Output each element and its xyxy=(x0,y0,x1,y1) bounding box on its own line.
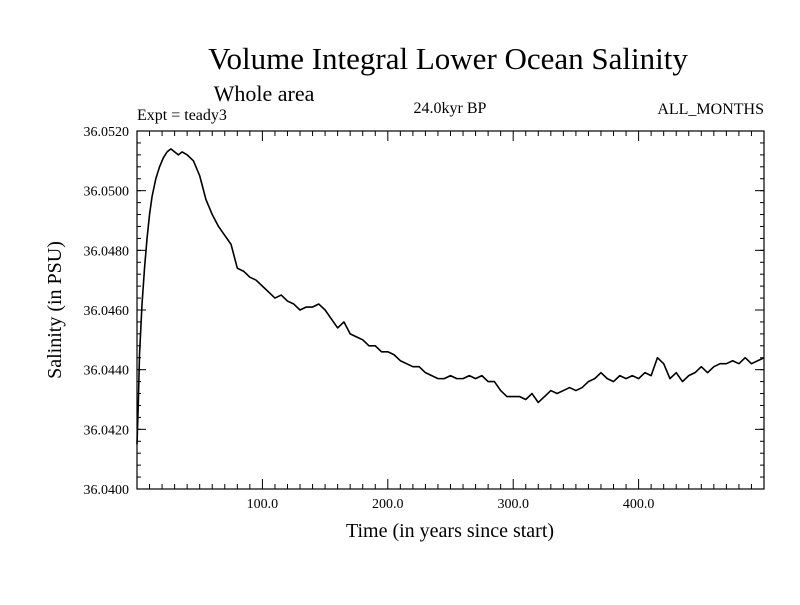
axis-ticks xyxy=(137,130,764,490)
y-tick-label: 36.0500 xyxy=(84,185,130,200)
season-label: ALL_MONTHS xyxy=(657,101,764,118)
y-axis-label: Salinity (in PSU) xyxy=(44,241,66,379)
y-tick-label: 36.0460 xyxy=(84,304,130,319)
x-tick-label: 300.0 xyxy=(497,497,529,512)
plot-area-frame xyxy=(136,130,765,490)
y-tick-label: 36.0400 xyxy=(84,483,130,498)
y-tick-labels: 36.0400 36.0420 36.0440 36.0460 36.0480 36.05… xyxy=(84,125,130,498)
x-tick-label: 100.0 xyxy=(247,497,279,512)
salinity-series-line xyxy=(136,148,765,445)
experiment-label: Expt = teady3 xyxy=(137,107,227,124)
chart-title: Volume Integral Lower Ocean Salinity xyxy=(208,41,688,76)
x-tick-label: 200.0 xyxy=(372,497,404,512)
y-tick-label: 36.0480 xyxy=(84,244,130,259)
y-tick-label: 36.0520 xyxy=(84,125,130,140)
x-tick-labels: 100.0 200.0 300.0 400.0 xyxy=(247,497,655,512)
y-tick-label: 36.0440 xyxy=(84,364,130,379)
x-tick-label: 400.0 xyxy=(623,497,655,512)
x-axis-label: Time (in years since start) xyxy=(346,520,554,542)
chart-subtitle: Whole area xyxy=(214,81,315,106)
y-tick-label: 36.0420 xyxy=(84,423,130,438)
period-label: 24.0kyr BP xyxy=(414,100,487,117)
